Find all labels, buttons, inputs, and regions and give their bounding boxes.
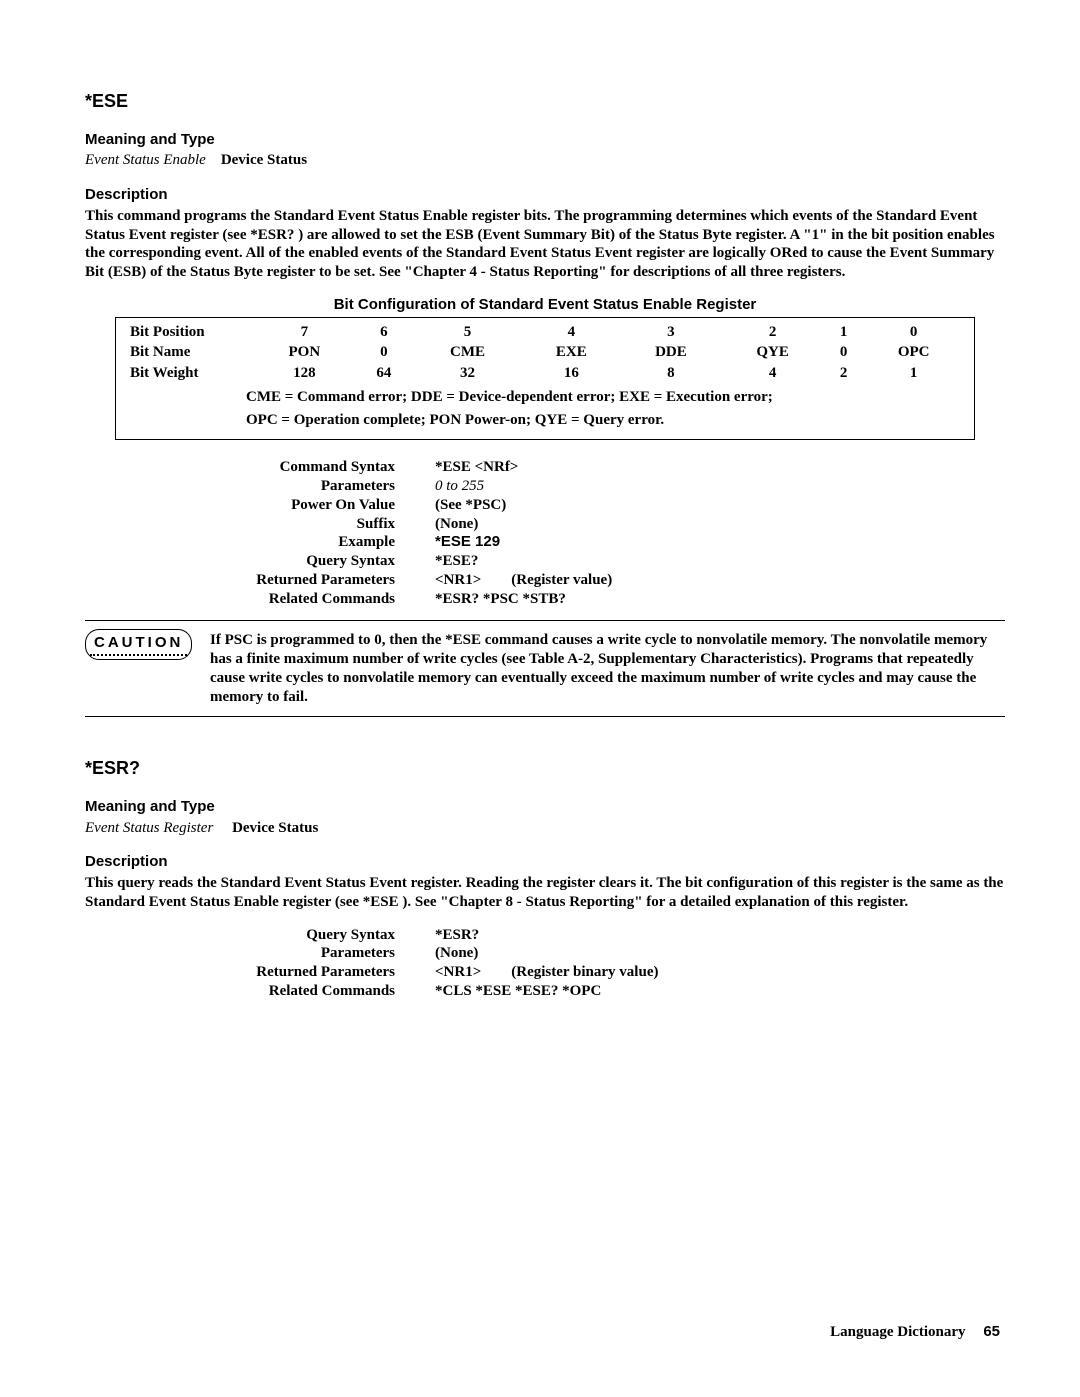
kv-row: Related Commands*CLS *ESE *ESE? *OPC bbox=[85, 982, 1005, 1001]
bit-cell: 0 bbox=[863, 322, 964, 343]
bit-cell: 4 bbox=[522, 322, 621, 343]
kv-label: Query Syntax bbox=[85, 926, 435, 945]
bit-cell: 3 bbox=[621, 322, 722, 343]
bit-cell: DDE bbox=[621, 342, 722, 363]
bit-cell: EXE bbox=[522, 342, 621, 363]
kv-value: *ESE <NRf> bbox=[435, 458, 1005, 477]
kv-label: Power On Value bbox=[85, 496, 435, 515]
bit-row-label: Bit Weight bbox=[126, 363, 254, 384]
caution-block: CAUTION If PSC is programmed to 0, then … bbox=[85, 620, 1005, 717]
kv-label: Parameters bbox=[85, 477, 435, 496]
bit-cell: 4 bbox=[721, 363, 824, 384]
bit-row-label: Bit Position bbox=[126, 322, 254, 343]
bit-cell: 64 bbox=[355, 363, 413, 384]
esr-mt-italic: Event Status Register bbox=[85, 820, 213, 836]
kv-row: Returned Parameters<NR1>(Register binary… bbox=[85, 963, 1005, 982]
bit-legend-2: OPC = Operation complete; PON Power-on; … bbox=[126, 411, 964, 430]
bit-cell: 1 bbox=[863, 363, 964, 384]
kv-label: Related Commands bbox=[85, 982, 435, 1001]
kv-row: Query Syntax*ESR? bbox=[85, 926, 1005, 945]
ese-section: *ESE Meaning and Type Event Status Enabl… bbox=[85, 90, 1005, 717]
kv-row: Command Syntax*ESE <NRf> bbox=[85, 458, 1005, 477]
bit-cell: 128 bbox=[254, 363, 355, 384]
kv-label: Returned Parameters bbox=[85, 963, 435, 982]
page-number: 65 bbox=[983, 1323, 1000, 1340]
bit-cell: 2 bbox=[824, 363, 863, 384]
kv-row: Query Syntax*ESE? bbox=[85, 552, 1005, 571]
kv-value: *ESE? bbox=[435, 552, 1005, 571]
ese-mt-bold: Device Status bbox=[221, 152, 307, 168]
kv-row: Parameters0 to 255 bbox=[85, 477, 1005, 496]
kv-row: Parameters(None) bbox=[85, 944, 1005, 963]
kv-value: *ESE 129 bbox=[435, 533, 1005, 552]
kv-label: Query Syntax bbox=[85, 552, 435, 571]
esr-kv: Query Syntax*ESR?Parameters(None)Returne… bbox=[85, 926, 1005, 1001]
kv-row: Example*ESE 129 bbox=[85, 533, 1005, 552]
bit-cell: 32 bbox=[413, 363, 522, 384]
kv-value: (See *PSC) bbox=[435, 496, 1005, 515]
ese-title: *ESE bbox=[85, 90, 1005, 113]
esr-mt-head: Meaning and Type bbox=[85, 798, 1005, 817]
kv-row: Suffix(None) bbox=[85, 515, 1005, 534]
bit-cell: 8 bbox=[621, 363, 722, 384]
bit-cell: QYE bbox=[721, 342, 824, 363]
ese-desc-b: *ESR? bbox=[250, 227, 294, 243]
esr-desc-head: Description bbox=[85, 853, 1005, 872]
bit-cell: 0 bbox=[824, 342, 863, 363]
bit-cell: 6 bbox=[355, 322, 413, 343]
kv-label: Parameters bbox=[85, 944, 435, 963]
bit-cell: 7 bbox=[254, 322, 355, 343]
ese-desc: This command programs the Standard Event… bbox=[85, 207, 1005, 282]
ese-kv: Command Syntax*ESE <NRf>Parameters0 to 2… bbox=[85, 458, 1005, 608]
bit-cell: 0 bbox=[355, 342, 413, 363]
bit-config-box: Bit Position76543210Bit NamePON0CMEEXEDD… bbox=[115, 317, 975, 441]
kv-label: Example bbox=[85, 533, 435, 552]
bit-config-wrap: Bit Configuration of Standard Event Stat… bbox=[115, 296, 975, 441]
esr-mt-bold: Device Status bbox=[232, 820, 318, 836]
bit-cell: 16 bbox=[522, 363, 621, 384]
footer-text: Language Dictionary bbox=[830, 1324, 965, 1340]
ese-mt-head: Meaning and Type bbox=[85, 131, 1005, 150]
esr-title: *ESR? bbox=[85, 757, 1005, 780]
kv-row: Power On Value(See *PSC) bbox=[85, 496, 1005, 515]
esr-mt-line: Event Status Register Device Status bbox=[85, 819, 1005, 838]
kv-row: Related Commands*ESR? *PSC *STB? bbox=[85, 590, 1005, 609]
bit-cell: 2 bbox=[721, 322, 824, 343]
caution-text: If PSC is programmed to 0, then the *ESE… bbox=[210, 629, 1005, 706]
kv-label: Returned Parameters bbox=[85, 571, 435, 590]
bit-row-label: Bit Name bbox=[126, 342, 254, 363]
esr-desc: This query reads the Standard Event Stat… bbox=[85, 874, 1005, 912]
bit-cell: CME bbox=[413, 342, 522, 363]
kv-value: *ESR? bbox=[435, 926, 1005, 945]
kv-value: <NR1>(Register binary value) bbox=[435, 963, 1005, 982]
ese-desc-head: Description bbox=[85, 186, 1005, 205]
kv-label: Related Commands bbox=[85, 590, 435, 609]
kv-value: *CLS *ESE *ESE? *OPC bbox=[435, 982, 1005, 1001]
caution-label: CAUTION bbox=[85, 629, 192, 660]
kv-value: (None) bbox=[435, 515, 1005, 534]
kv-value: <NR1>(Register value) bbox=[435, 571, 1005, 590]
kv-value: (None) bbox=[435, 944, 1005, 963]
esr-desc-b: *ESE bbox=[363, 894, 399, 910]
caution-label-wrap: CAUTION bbox=[85, 629, 210, 706]
bit-cell: PON bbox=[254, 342, 355, 363]
kv-label: Suffix bbox=[85, 515, 435, 534]
esr-desc-c: ). See "Chapter 8 - Status Reporting" fo… bbox=[402, 894, 908, 910]
bit-cell: 5 bbox=[413, 322, 522, 343]
bit-cell: OPC bbox=[863, 342, 964, 363]
page-footer: Language Dictionary 65 bbox=[830, 1323, 1000, 1342]
kv-label: Command Syntax bbox=[85, 458, 435, 477]
bit-legend-1: CME = Command error; DDE = Device-depend… bbox=[126, 388, 964, 407]
kv-value: 0 to 255 bbox=[435, 477, 1005, 496]
kv-row: Returned Parameters<NR1>(Register value) bbox=[85, 571, 1005, 590]
kv-value: *ESR? *PSC *STB? bbox=[435, 590, 1005, 609]
bit-config-title: Bit Configuration of Standard Event Stat… bbox=[115, 296, 975, 315]
ese-mt-italic: Event Status Enable bbox=[85, 152, 206, 168]
bit-cell: 1 bbox=[824, 322, 863, 343]
ese-mt-line: Event Status Enable Device Status bbox=[85, 151, 1005, 170]
esr-section: *ESR? Meaning and Type Event Status Regi… bbox=[85, 757, 1005, 1000]
bit-config-table: Bit Position76543210Bit NamePON0CMEEXEDD… bbox=[126, 322, 964, 384]
